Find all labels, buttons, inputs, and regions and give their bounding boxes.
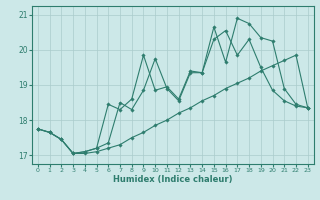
X-axis label: Humidex (Indice chaleur): Humidex (Indice chaleur) [113,175,233,184]
